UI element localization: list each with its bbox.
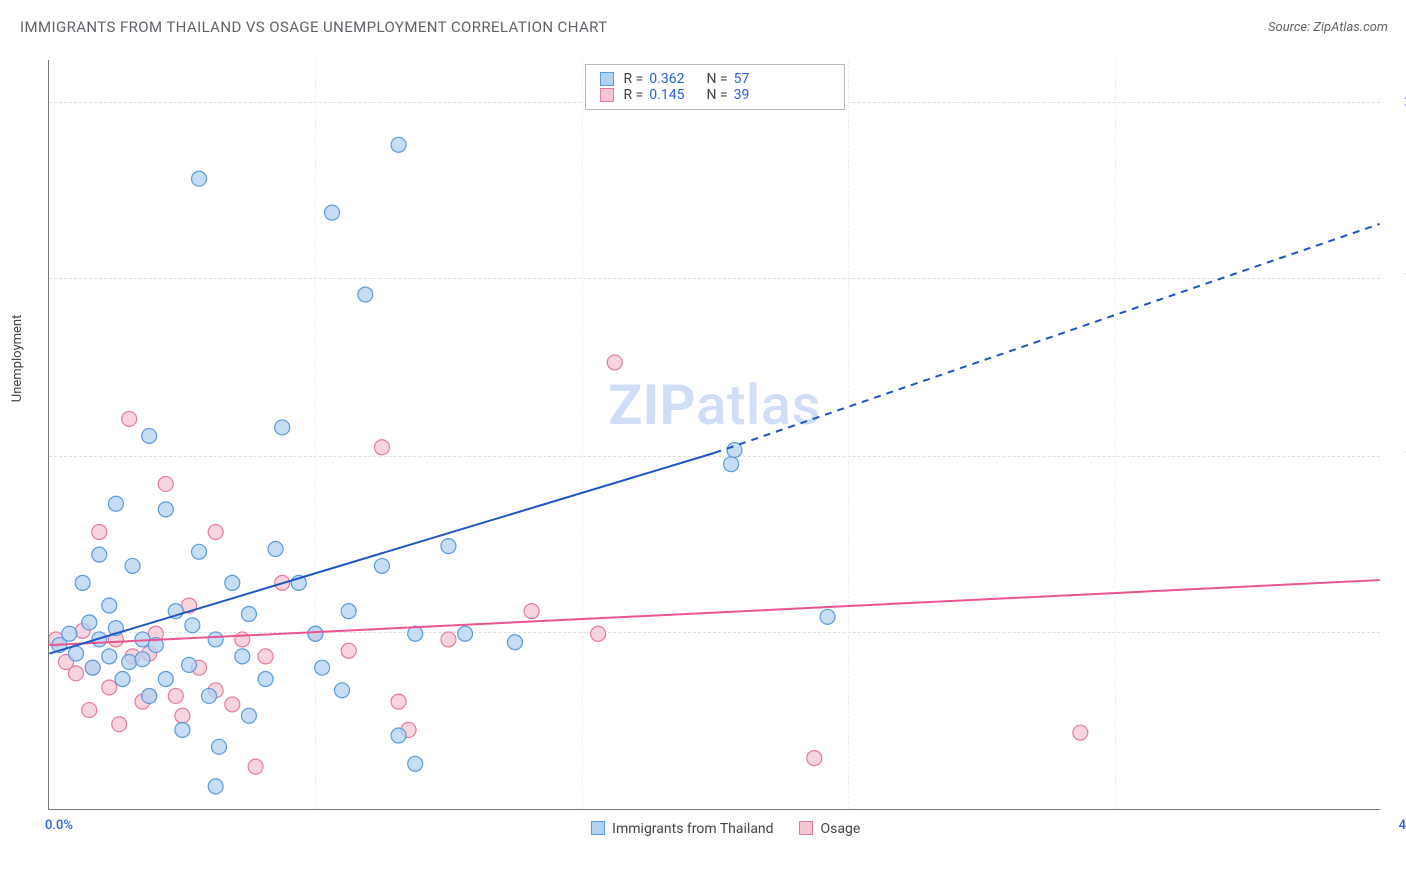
data-point xyxy=(441,632,456,647)
scatter-svg xyxy=(49,60,1380,809)
data-point xyxy=(158,476,173,491)
data-point xyxy=(258,649,273,664)
data-point xyxy=(168,688,183,703)
data-point xyxy=(69,646,84,661)
data-point xyxy=(807,751,822,766)
data-point xyxy=(315,660,330,675)
data-point xyxy=(374,558,389,573)
data-point xyxy=(268,541,283,556)
data-point xyxy=(158,671,173,686)
data-point xyxy=(308,626,323,641)
data-point xyxy=(102,649,117,664)
source-credit: Source: ZipAtlas.com xyxy=(1268,20,1388,35)
data-point xyxy=(69,666,84,681)
data-point xyxy=(208,779,223,794)
data-point xyxy=(158,502,173,517)
data-point xyxy=(408,756,423,771)
data-point xyxy=(108,496,123,511)
data-point xyxy=(122,655,137,670)
stat-row-b: R = 0.145 N = 39 xyxy=(600,87,830,103)
data-point xyxy=(391,137,406,152)
data-point xyxy=(241,606,256,621)
data-point xyxy=(125,558,140,573)
data-point xyxy=(275,420,290,435)
data-point xyxy=(208,632,223,647)
data-point xyxy=(235,649,250,664)
data-point xyxy=(208,525,223,540)
stat-row-a: R = 0.362 N = 57 xyxy=(600,71,830,87)
data-point xyxy=(75,575,90,590)
legend-swatch-a xyxy=(591,821,605,835)
data-point xyxy=(92,525,107,540)
data-point xyxy=(175,722,190,737)
chart-header: IMMIGRANTS FROM THAILAND VS OSAGE UNEMPL… xyxy=(20,18,1388,36)
series-b-n: 39 xyxy=(734,87,750,103)
data-point xyxy=(135,652,150,667)
series-b-swatch xyxy=(600,88,614,102)
data-point xyxy=(441,539,456,554)
data-point xyxy=(458,626,473,641)
series-a-n: 57 xyxy=(734,71,750,87)
data-point xyxy=(92,547,107,562)
data-point xyxy=(175,708,190,723)
data-point xyxy=(325,205,340,220)
data-point xyxy=(122,411,137,426)
legend-label-b: Osage xyxy=(821,821,861,837)
data-point xyxy=(341,643,356,658)
data-point xyxy=(408,626,423,641)
data-point xyxy=(225,575,240,590)
x-max-label: 40.0% xyxy=(1399,818,1406,833)
series-b-r: 0.145 xyxy=(649,87,684,103)
data-point xyxy=(241,708,256,723)
data-point xyxy=(335,683,350,698)
trend-line xyxy=(49,453,714,654)
data-point xyxy=(258,671,273,686)
data-point xyxy=(62,626,77,641)
data-point xyxy=(341,604,356,619)
data-point xyxy=(192,171,207,186)
data-point xyxy=(192,544,207,559)
data-point xyxy=(724,457,739,472)
legend-swatch-b xyxy=(799,821,813,835)
data-point xyxy=(185,618,200,633)
data-point xyxy=(391,728,406,743)
data-point xyxy=(82,703,97,718)
data-point xyxy=(248,759,263,774)
correlation-legend: R = 0.362 N = 57 R = 0.145 N = 39 xyxy=(585,64,845,110)
data-point xyxy=(391,694,406,709)
data-point xyxy=(82,615,97,630)
trend-line xyxy=(715,224,1380,453)
data-point xyxy=(820,609,835,624)
data-point xyxy=(85,660,100,675)
data-point xyxy=(112,717,127,732)
data-point xyxy=(102,680,117,695)
data-point xyxy=(142,428,157,443)
data-point xyxy=(1073,725,1088,740)
data-point xyxy=(142,688,157,703)
data-point xyxy=(202,688,217,703)
chart-title: IMMIGRANTS FROM THAILAND VS OSAGE UNEMPL… xyxy=(20,18,608,36)
data-point xyxy=(212,739,227,754)
plot-area: R = 0.362 N = 57 R = 0.145 N = 39 ZIPatl… xyxy=(48,60,1380,810)
data-point xyxy=(235,632,250,647)
data-point xyxy=(182,657,197,672)
data-point xyxy=(524,604,539,619)
data-point xyxy=(591,626,606,641)
data-point xyxy=(358,287,373,302)
data-point xyxy=(607,355,622,370)
data-point xyxy=(507,635,522,650)
data-point xyxy=(225,697,240,712)
x-axis-legend: Immigrants from Thailand Osage xyxy=(49,821,1380,837)
series-a-swatch xyxy=(600,72,614,86)
data-point xyxy=(102,598,117,613)
y-axis-label: Unemployment xyxy=(10,315,25,403)
data-point xyxy=(374,440,389,455)
legend-label-a: Immigrants from Thailand xyxy=(612,821,773,837)
data-point xyxy=(115,671,130,686)
series-a-r: 0.362 xyxy=(649,71,684,87)
